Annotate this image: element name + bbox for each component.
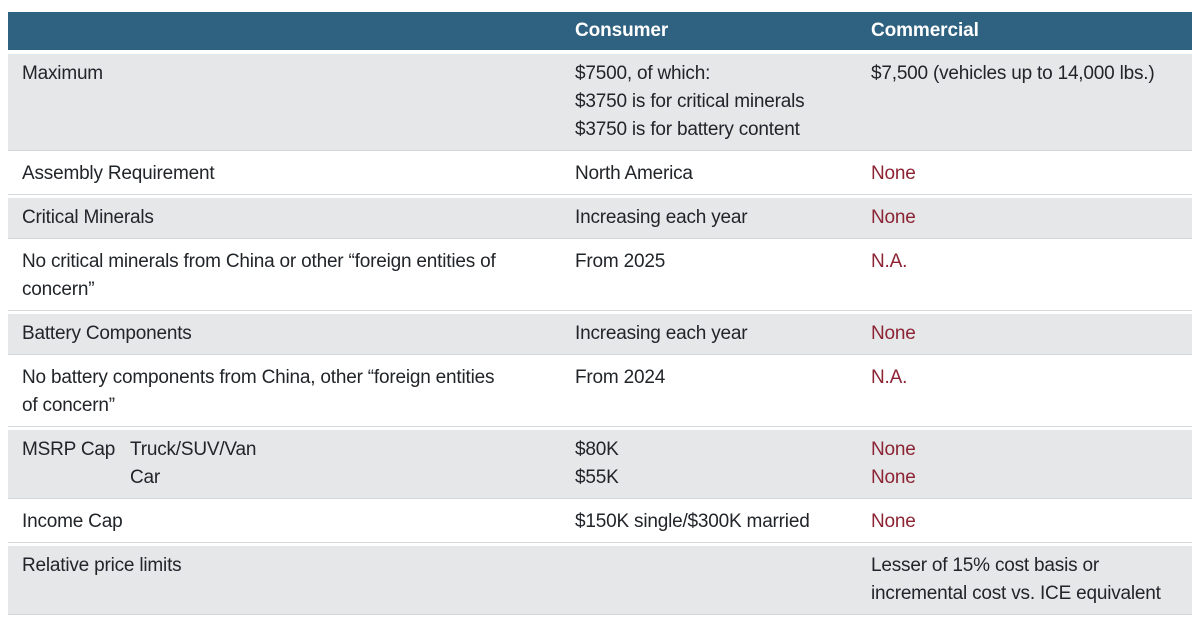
consumer-cell: $150K single/$300K married	[565, 508, 861, 536]
table-row: Assembly Requirement North America None	[8, 154, 1192, 195]
cell-line: $55K	[575, 467, 619, 488]
requirement-cell: Battery Components	[8, 320, 565, 348]
cell-line: Lesser of 15% cost basis or	[871, 555, 1099, 576]
requirement-cell: MSRP Cap Truck/SUV/Van Car	[8, 436, 565, 492]
commercial-cell: Lesser of 15% cost basis or incremental c…	[861, 552, 1192, 608]
requirement-cell: No battery components from China, other …	[8, 364, 565, 420]
requirement-cell: Income Cap	[8, 508, 565, 536]
requirement-cell: Assembly Requirement	[8, 160, 565, 188]
cell-line: Income Cap	[22, 511, 123, 532]
header-consumer-column: Consumer	[575, 20, 669, 41]
commercial-cell: N.A.	[861, 248, 1192, 304]
cell-line: incremental cost vs. ICE equivalent	[871, 583, 1161, 604]
table-row: Relative price limits Lesser of 15% cost…	[8, 546, 1192, 615]
commercial-cell: None None	[861, 436, 1192, 492]
cell-line: N.A.	[871, 367, 908, 388]
cell-line: Increasing each year	[575, 207, 748, 228]
consumer-cell: $7500, of which: $3750 is for critical mi…	[565, 60, 861, 144]
cell-line: Assembly Requirement	[22, 163, 215, 184]
requirement-cell: Relative price limits	[8, 552, 565, 608]
table-row: Battery Components Increasing each year …	[8, 314, 1192, 355]
cell-line: From 2025	[575, 251, 666, 272]
consumer-cell: Increasing each year	[565, 204, 861, 232]
cell-line: Maximum	[22, 63, 103, 84]
commercial-cell: None	[861, 508, 1192, 536]
cell-line: No battery components from China, other …	[22, 367, 495, 388]
cell-line: $80K	[575, 439, 619, 460]
requirement-label: Assembly Requirement	[22, 160, 215, 188]
cell-line: None	[871, 207, 916, 228]
commercial-cell: N.A.	[861, 364, 1192, 420]
consumer-cell: $80K $55K	[565, 436, 861, 492]
requirement-label: MSRP Cap	[22, 436, 130, 492]
commercial-cell: None	[861, 204, 1192, 232]
requirement-cell: Maximum	[8, 60, 565, 144]
cell-line: None	[871, 511, 916, 532]
cell-line: Increasing each year	[575, 323, 748, 344]
requirement-sublabels: Truck/SUV/Van Car	[130, 436, 256, 492]
cell-line: None	[871, 439, 916, 460]
cell-line: $3750 is for critical minerals	[575, 91, 805, 112]
cell-line: Battery Components	[22, 323, 192, 344]
requirement-label: Relative price limits	[22, 552, 182, 580]
cell-line: $7500, of which:	[575, 63, 711, 84]
cell-line: $3750 is for battery content	[575, 119, 800, 140]
cell-line: No critical minerals from China or other…	[22, 251, 496, 272]
cell-line: of concern”	[22, 395, 115, 416]
requirement-label: Income Cap	[22, 508, 123, 536]
requirement-label: Critical Minerals	[22, 204, 154, 232]
consumer-cell: From 2024	[565, 364, 861, 420]
requirement-label: No battery components from China, other …	[22, 364, 494, 420]
ev-tax-credit-comparison-table: Consumer Commercial Maximum $7500, of wh…	[8, 12, 1192, 618]
table-row: No critical minerals from China or other…	[8, 242, 1192, 311]
requirement-label: Maximum	[22, 60, 103, 88]
cell-line: None	[871, 467, 916, 488]
cell-line: None	[871, 323, 916, 344]
commercial-cell: None	[861, 160, 1192, 188]
requirement-label: No critical minerals from China or other…	[22, 248, 496, 304]
consumer-cell	[565, 552, 861, 608]
consumer-cell: From 2025	[565, 248, 861, 304]
cell-line: $150K single/$300K married	[575, 511, 810, 532]
table-row: Critical Minerals Increasing each year N…	[8, 198, 1192, 239]
cell-line: Truck/SUV/Van	[130, 439, 257, 460]
consumer-cell: Increasing each year	[565, 320, 861, 348]
cell-line: Critical Minerals	[22, 207, 154, 228]
table-row: Maximum $7500, of which: $3750 is for cri…	[8, 54, 1192, 151]
table-row: MSRP Cap Truck/SUV/Van Car $80K $55K None N…	[8, 430, 1192, 499]
cell-line: MSRP Cap	[22, 439, 116, 460]
table-row: No battery components from China, other …	[8, 358, 1192, 427]
commercial-cell: None	[861, 320, 1192, 348]
table-body: Maximum $7500, of which: $3750 is for cri…	[8, 54, 1192, 615]
header-commercial-column: Commercial	[871, 20, 979, 41]
cell-line: From 2024	[575, 367, 666, 388]
table-header: Consumer Commercial	[8, 12, 1192, 50]
cell-line: North America	[575, 163, 693, 184]
cell-line: N.A.	[871, 251, 908, 272]
consumer-cell: North America	[565, 160, 861, 188]
cell-line: $7,500 (vehicles up to 14,000 lbs.)	[871, 63, 1155, 84]
cell-line: Relative price limits	[22, 555, 182, 576]
cell-line: concern”	[22, 279, 95, 300]
requirement-label: Battery Components	[22, 320, 192, 348]
cell-line: Car	[130, 467, 161, 488]
commercial-cell: $7,500 (vehicles up to 14,000 lbs.)	[861, 60, 1192, 144]
cell-line: None	[871, 163, 916, 184]
requirement-cell: Critical Minerals	[8, 204, 565, 232]
table-row: Income Cap $150K single/$300K married No…	[8, 502, 1192, 543]
requirement-cell: No critical minerals from China or other…	[8, 248, 565, 304]
